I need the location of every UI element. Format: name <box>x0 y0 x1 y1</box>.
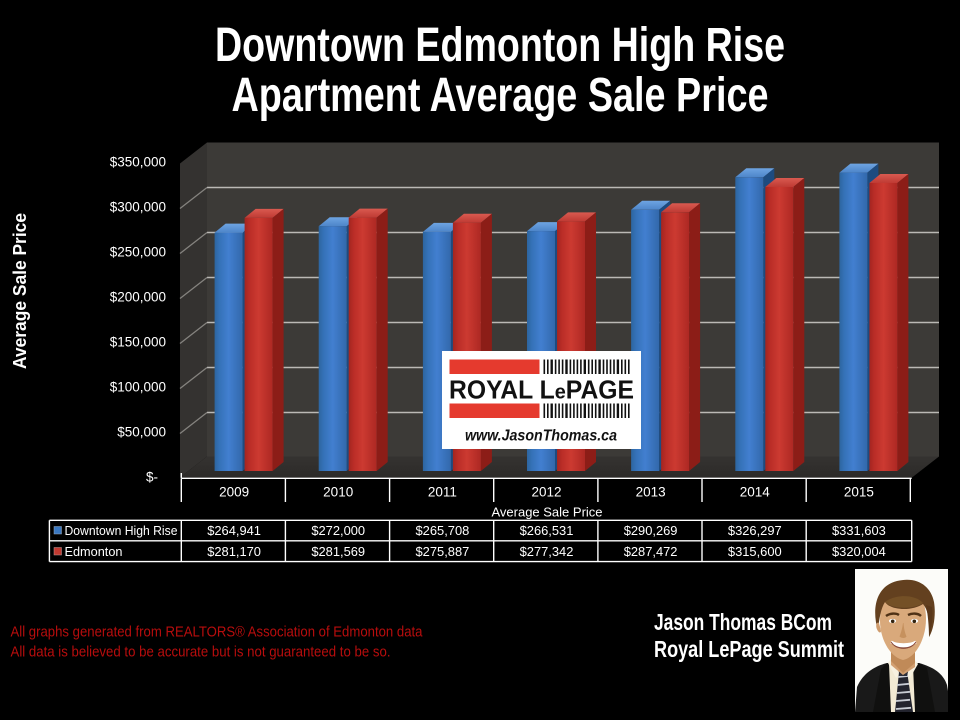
svg-text:$281,170: $281,170 <box>207 544 261 559</box>
svg-text:2010: 2010 <box>323 485 353 500</box>
svg-text:$266,531: $266,531 <box>520 523 574 538</box>
svg-text:$-: $- <box>146 470 158 485</box>
svg-text:$200,000: $200,000 <box>110 290 166 305</box>
svg-text:$350,000: $350,000 <box>110 155 166 170</box>
svg-text:Apartment Average Sale Price: Apartment Average Sale Price <box>232 69 769 122</box>
svg-text:$277,342: $277,342 <box>520 544 574 559</box>
svg-text:$281,569: $281,569 <box>311 544 365 559</box>
svg-text:$272,000: $272,000 <box>311 523 365 538</box>
svg-text:$250,000: $250,000 <box>110 245 166 260</box>
svg-text:$50,000: $50,000 <box>117 425 166 440</box>
svg-text:ROYAL LePAGE: ROYAL LePAGE <box>449 377 634 405</box>
svg-text:$331,603: $331,603 <box>832 523 886 538</box>
svg-text:2013: 2013 <box>636 485 666 500</box>
svg-text:$290,269: $290,269 <box>624 523 678 538</box>
svg-text:2014: 2014 <box>740 485 771 500</box>
svg-text:2009: 2009 <box>219 485 249 500</box>
svg-text:Average Sale Price: Average Sale Price <box>10 213 30 369</box>
svg-text:Royal LePage Summit: Royal LePage Summit <box>654 636 844 662</box>
svg-text:$100,000: $100,000 <box>110 380 166 395</box>
svg-text:2011: 2011 <box>428 485 457 500</box>
svg-text:Downtown High Rise: Downtown High Rise <box>65 523 178 538</box>
svg-text:$275,887: $275,887 <box>416 544 470 559</box>
svg-text:Jason Thomas BCom: Jason Thomas BCom <box>654 609 832 635</box>
svg-text:Edmonton: Edmonton <box>65 544 123 559</box>
svg-text:$326,297: $326,297 <box>728 523 782 538</box>
svg-text:All graphs generated from REAL: All graphs generated from REALTORS® Asso… <box>11 625 424 641</box>
svg-text:www.JasonThomas.ca: www.JasonThomas.ca <box>465 428 617 445</box>
svg-text:$300,000: $300,000 <box>110 200 166 215</box>
svg-text:Downtown Edmonton High Rise: Downtown Edmonton High Rise <box>215 19 785 72</box>
svg-text:$315,600: $315,600 <box>728 544 782 559</box>
svg-text:$287,472: $287,472 <box>624 544 678 559</box>
svg-text:Average Sale Price: Average Sale Price <box>491 505 602 520</box>
svg-text:All data is believed to be acc: All data is believed to be accurate but … <box>11 645 391 661</box>
svg-text:2012: 2012 <box>531 485 561 500</box>
svg-text:2015: 2015 <box>844 485 874 500</box>
svg-text:$265,708: $265,708 <box>416 523 470 538</box>
svg-text:$150,000: $150,000 <box>110 335 166 350</box>
svg-text:$264,941: $264,941 <box>207 523 261 538</box>
svg-text:$320,004: $320,004 <box>832 544 886 559</box>
